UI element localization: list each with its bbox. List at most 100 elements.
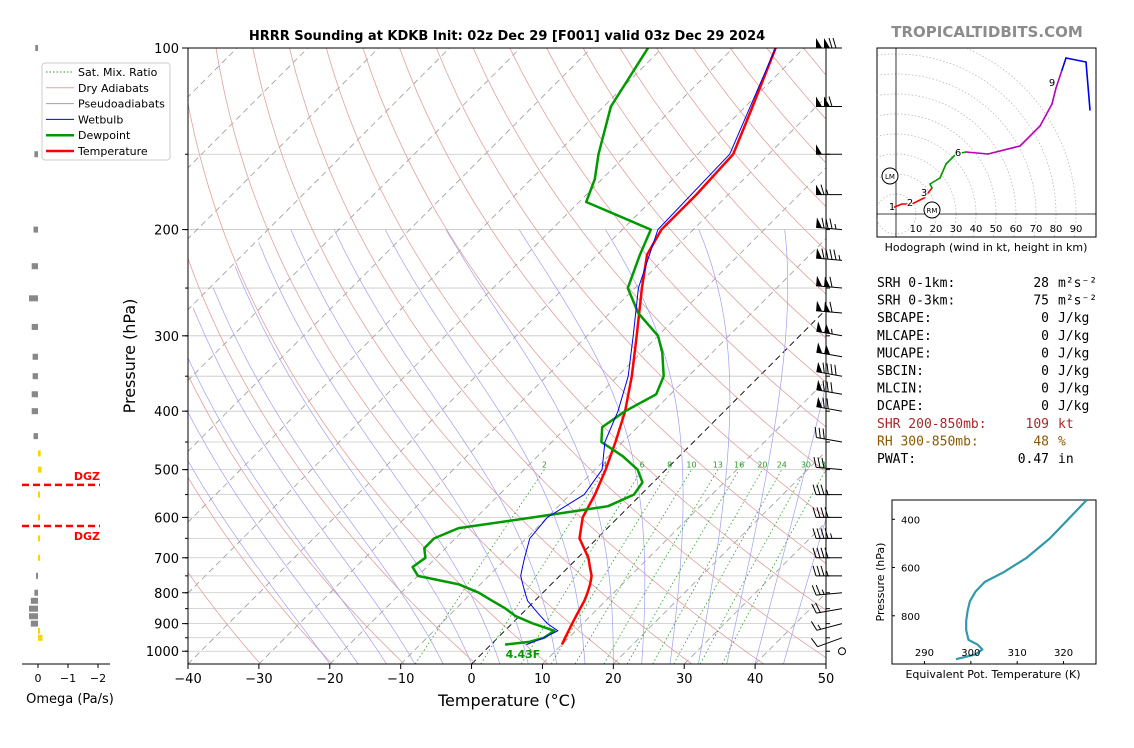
barb-staff — [816, 608, 843, 614]
isotherm — [188, 48, 663, 523]
storm-motion-marker — [881, 167, 899, 185]
dgz-label: DGZ — [74, 470, 100, 483]
legend: Sat. Mix. Ratio Dry Adiabats Pseudoadiabat… — [41, 62, 171, 161]
barb-half — [826, 570, 829, 577]
omega-bar — [33, 433, 38, 440]
index-value: 0 — [1041, 364, 1049, 379]
dry-adiabat — [436, 48, 826, 518]
indices-table: SRH 0-1km: 28 m²s⁻² SRH 0-3km: 75 m²s⁻² SBCAPE… — [877, 276, 1097, 467]
dry-adiabat — [188, 374, 405, 664]
legend-label-pseudo: Pseudoadiabats — [78, 98, 165, 111]
pseudoadiabat — [188, 411, 359, 664]
index-label: DCAPE: — [877, 399, 924, 414]
omega-panel: 0 −1 −2 — [22, 45, 110, 685]
barb-staff — [816, 285, 843, 289]
hodograph-ring-label: 80 — [1050, 224, 1063, 235]
y-tick-label: 600 — [154, 511, 179, 526]
hodograph-ring-label: 20 — [930, 224, 943, 235]
pseudoadiabat — [783, 517, 826, 664]
wind-barbs — [810, 37, 846, 656]
hodograph-height-mark: 2 — [907, 198, 913, 209]
isotherm — [329, 167, 826, 664]
legend-label-dry: Dry Adiabats — [78, 82, 149, 95]
barb-flag — [816, 396, 823, 408]
temperature-line — [560, 48, 777, 646]
dry-adiabat — [188, 257, 477, 664]
barb-full — [816, 565, 821, 577]
theta-x-tick-label: 290 — [915, 648, 934, 659]
omega-bar — [38, 535, 40, 542]
skewt-background-lines: 2 4 6 8 10 13 16 20 24 30 36 — [188, 48, 826, 664]
hodograph-caption: Hodograph (wind in kt, height in km) — [885, 241, 1088, 254]
barb-full — [817, 457, 821, 468]
wind-barb — [810, 621, 843, 631]
index-label: SHR 200-850mb: — [877, 417, 987, 432]
pseudoadiabat — [188, 460, 331, 664]
theta-e-xlabel: Equivalent Pot. Temperature (K) — [905, 668, 1080, 681]
barb-full — [812, 507, 817, 518]
barb-full — [826, 381, 829, 392]
dgz-label: DGZ — [74, 530, 100, 543]
barb-half — [826, 189, 829, 195]
theta-e-frame — [891, 499, 1097, 665]
index-unit: % — [1058, 434, 1066, 449]
barb-staff — [816, 466, 843, 471]
dry-adiabat — [188, 571, 261, 664]
barb-full — [825, 218, 829, 229]
barb-full — [820, 547, 825, 558]
dry-adiabat — [325, 48, 826, 659]
dry-adiabat — [188, 101, 549, 664]
barb-half — [826, 489, 829, 495]
surface-temp-label: 4.43F — [506, 648, 541, 661]
hodograph-height-mark: 9 — [1049, 78, 1055, 89]
index-label: SRH 0-3km: — [877, 294, 955, 309]
hodograph-ring-label: 40 — [970, 224, 983, 235]
mixing-ratio-label: 8 — [667, 461, 672, 470]
omega-bar — [32, 373, 38, 380]
barb-full — [834, 364, 837, 376]
barb-flag — [824, 276, 831, 287]
barb-full — [821, 248, 825, 259]
pseudoadiabat — [258, 242, 501, 664]
isotherm — [188, 48, 450, 311]
hodograph-segment — [1085, 61, 1091, 111]
barb-half — [831, 328, 833, 335]
barb-full — [829, 249, 833, 260]
barb-full — [822, 380, 825, 392]
wind-barb — [812, 565, 842, 577]
barb-flag — [816, 96, 822, 107]
hodograph-ring-labels: 10 20 30 40 50 60 70 80 90 — [910, 224, 1083, 235]
hodograph-height-mark: 6 — [955, 148, 961, 159]
wind-barb — [813, 457, 843, 471]
omega-bar — [31, 408, 38, 415]
barb-full — [828, 37, 833, 49]
barb-full — [818, 427, 821, 439]
barb-full — [829, 276, 833, 288]
pseudoadiabat — [384, 229, 586, 664]
barb-flag — [816, 361, 823, 373]
barb-flag — [816, 248, 823, 259]
barb-staff — [816, 406, 843, 412]
mixing-ratio-line — [721, 469, 826, 664]
index-label: MLCAPE: — [877, 329, 932, 344]
skewt-axes: −40 −30 −20 −10 0 10 20 30 40 50 1000 900 800 700 600 5… — [146, 42, 834, 687]
wind-barb — [810, 637, 843, 648]
barb-flag — [824, 96, 830, 107]
barb-full — [813, 457, 817, 468]
barb-full — [816, 507, 821, 518]
dry-adiabat — [188, 476, 333, 664]
wind-barb — [816, 300, 843, 314]
wind-barb — [811, 602, 843, 614]
theta-e-line — [955, 500, 1088, 661]
barb-staff — [816, 226, 843, 231]
hodograph-segment — [1039, 103, 1053, 127]
page-title: HRRR Sounding at KDKB Init: 02z Dec 29 [… — [249, 29, 765, 44]
barb-half — [834, 223, 837, 230]
theta-e-panel: 290 300 310 320 400 600 800 — [892, 500, 1088, 664]
hodograph-height-mark: 3 — [921, 188, 927, 199]
isotherm — [188, 48, 805, 664]
barb-full — [822, 362, 825, 374]
index-value: 0 — [1041, 399, 1049, 414]
omega-bar — [38, 634, 43, 641]
